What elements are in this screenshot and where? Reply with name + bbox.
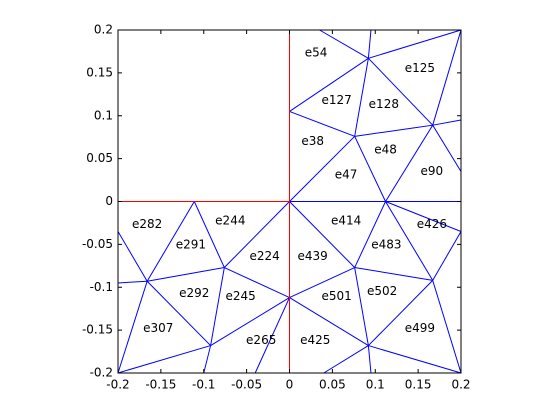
- element-label: e125: [405, 61, 435, 75]
- mesh-edge: [117, 281, 148, 374]
- mesh-edge: [289, 201, 356, 268]
- element-label: e502: [367, 284, 397, 298]
- mesh-edge: [354, 267, 369, 346]
- mesh-edge: [289, 135, 356, 202]
- element-label: e291: [176, 238, 206, 252]
- element-label: e265: [246, 333, 276, 347]
- element-label: e244: [215, 214, 245, 228]
- mesh-edge: [117, 280, 148, 284]
- element-label: e292: [179, 286, 209, 300]
- mesh-edge: [254, 297, 290, 374]
- element-label: e483: [371, 238, 401, 252]
- mesh-edge: [354, 58, 369, 137]
- mesh-edge: [224, 267, 290, 298]
- element-label: e501: [322, 289, 352, 303]
- mesh-edge: [367, 345, 372, 374]
- mesh-edge: [432, 231, 462, 281]
- x-tick-label: -0.2: [106, 378, 129, 392]
- element-label: e245: [225, 289, 255, 303]
- x-tick-label: 0.2: [451, 378, 470, 392]
- mesh-edge: [117, 231, 148, 282]
- y-tick-label: -0.15: [82, 323, 113, 337]
- mesh-edge: [354, 124, 433, 137]
- mesh-edge: [289, 57, 369, 112]
- x-tick-label: -0.1: [192, 378, 215, 392]
- x-tick-label: -0.15: [145, 378, 176, 392]
- mesh-edge: [385, 201, 462, 232]
- mesh-edge: [147, 267, 225, 282]
- element-label: e499: [405, 321, 435, 335]
- mesh-edge: [146, 201, 195, 282]
- element-label: e307: [143, 321, 173, 335]
- element-label: e38: [301, 134, 324, 148]
- y-tick-label: -0.05: [82, 237, 113, 251]
- element-label: e48: [374, 143, 397, 157]
- mesh-edge: [223, 201, 290, 268]
- mesh-edge: [368, 29, 462, 59]
- mesh-edge: [432, 280, 462, 374]
- y-tick-label: 0.05: [86, 151, 113, 165]
- mesh-edge: [354, 136, 386, 202]
- mesh-edge: [368, 345, 462, 374]
- mesh-edge: [368, 280, 434, 346]
- mesh-edge: [289, 110, 355, 137]
- mesh-edge: [385, 124, 434, 202]
- x-tick-label: 0.05: [319, 378, 346, 392]
- element-label: e425: [300, 333, 330, 347]
- mesh-edge: [368, 57, 434, 126]
- element-label: e54: [305, 46, 328, 60]
- element-label: e127: [322, 93, 352, 107]
- element-label: e224: [249, 249, 279, 263]
- mesh-edge: [289, 267, 355, 298]
- element-label: e47: [335, 167, 358, 181]
- mesh-edge: [289, 297, 369, 346]
- x-tick-label: 0.1: [366, 378, 385, 392]
- mesh-edge: [146, 280, 211, 346]
- y-tick-label: 0.1: [94, 108, 113, 122]
- mesh-edge: [117, 345, 211, 374]
- element-label: e90: [421, 164, 444, 178]
- mesh-edge: [354, 267, 433, 281]
- mesh-edge: [367, 29, 372, 59]
- y-tick-label: -0.1: [90, 280, 113, 294]
- element-label: e282: [132, 217, 162, 231]
- mesh-edge: [210, 297, 290, 346]
- y-tick-label: 0: [105, 194, 113, 208]
- mesh-edge: [319, 29, 369, 59]
- y-tick-label: 0.2: [94, 23, 113, 37]
- mesh-edge: [432, 29, 462, 126]
- mesh-edge: [432, 124, 462, 172]
- mesh-edge: [203, 345, 212, 374]
- mesh-edge: [323, 345, 369, 374]
- y-tick-label: 0.15: [86, 65, 113, 79]
- mesh-edge: [432, 119, 462, 126]
- x-tick-label: 0: [286, 378, 294, 392]
- y-tick-label: -0.2: [90, 366, 113, 380]
- element-label: e128: [369, 97, 399, 111]
- mesh-edge: [210, 267, 225, 346]
- x-tick-label: -0.05: [231, 378, 262, 392]
- element-label: e439: [298, 249, 328, 263]
- mesh-edge: [385, 201, 434, 281]
- mesh-edge: [354, 201, 386, 268]
- mesh-edge: [193, 201, 225, 268]
- element-label: e426: [417, 217, 447, 231]
- element-label: e414: [331, 214, 361, 228]
- x-tick-label: 0.15: [405, 378, 432, 392]
